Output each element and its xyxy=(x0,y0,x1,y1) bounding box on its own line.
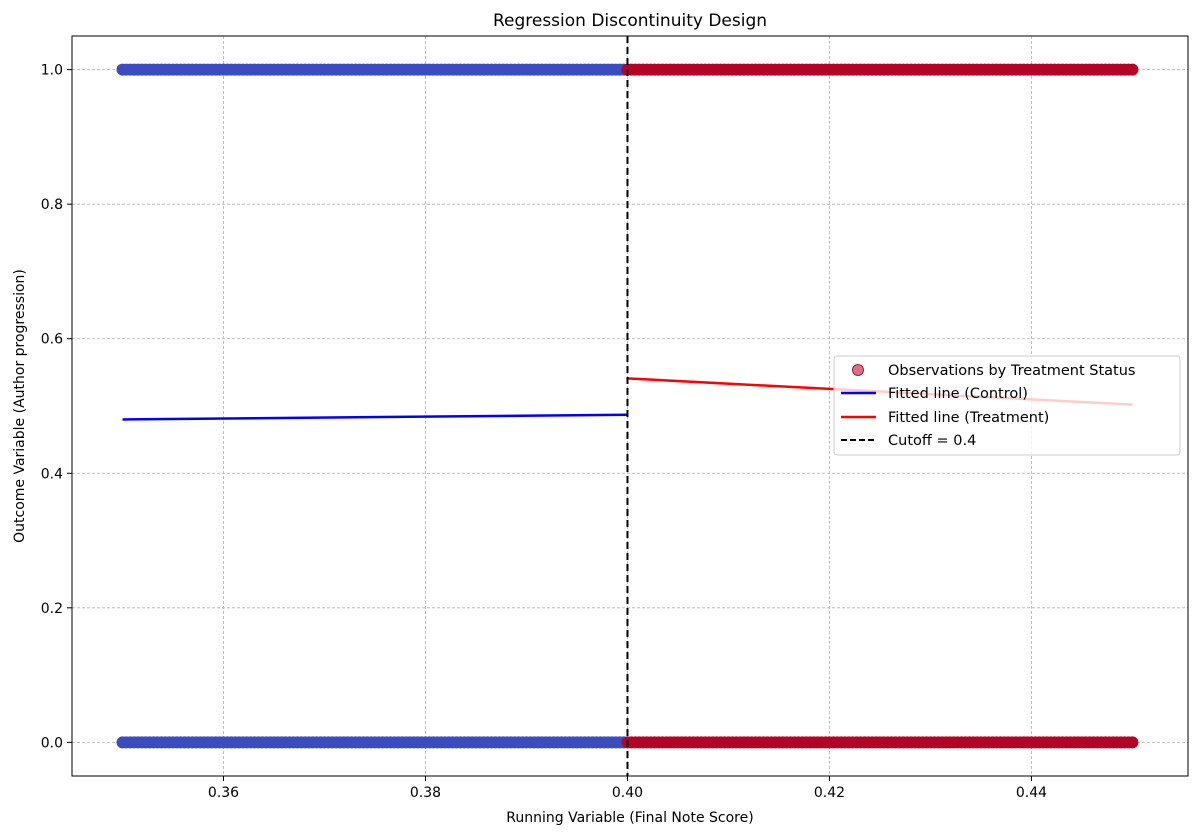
scatter-points xyxy=(116,63,1139,749)
legend-label-treatment: Fitted line (Treatment) xyxy=(888,410,1049,426)
y-tick-label: 0.8 xyxy=(41,197,63,213)
y-tick-label: 0.4 xyxy=(41,466,63,482)
plot-frame xyxy=(71,35,1189,777)
legend-label-cutoff: Cutoff = 0.4 xyxy=(888,433,976,449)
observation-point xyxy=(1126,63,1139,76)
chart-title: Regression Discontinuity Design xyxy=(493,11,767,31)
y-tick-label: 0.2 xyxy=(41,601,63,617)
observation-point xyxy=(1126,736,1139,749)
legend: Observations by Treatment Status Fitted … xyxy=(833,355,1181,456)
axis-ticks: 0.36 0.38 0.40 0.42 0.44 0.0 0.2 0.4 0.6 0.8 1.0 xyxy=(41,63,1047,801)
y-axis-label: Outcome Variable (Author progression) xyxy=(12,269,28,543)
x-tick-label: 0.44 xyxy=(1016,785,1047,801)
y-tick-label: 0.0 xyxy=(41,735,63,751)
fitted-line-control xyxy=(122,413,628,421)
legend-box xyxy=(833,355,1181,456)
y-tick-label: 1.0 xyxy=(41,63,63,79)
x-axis-label: Running Variable (Final Note Score) xyxy=(506,810,753,826)
x-tick-label: 0.36 xyxy=(208,785,239,801)
legend-marker-observations xyxy=(852,364,864,376)
x-tick-label: 0.40 xyxy=(612,785,643,801)
legend-label-control: Fitted line (Control) xyxy=(888,386,1028,402)
x-tick-label: 0.42 xyxy=(814,785,845,801)
legend-label-observations: Observations by Treatment Status xyxy=(888,363,1135,379)
y-tick-label: 0.6 xyxy=(41,332,63,348)
x-tick-label: 0.38 xyxy=(410,785,441,801)
